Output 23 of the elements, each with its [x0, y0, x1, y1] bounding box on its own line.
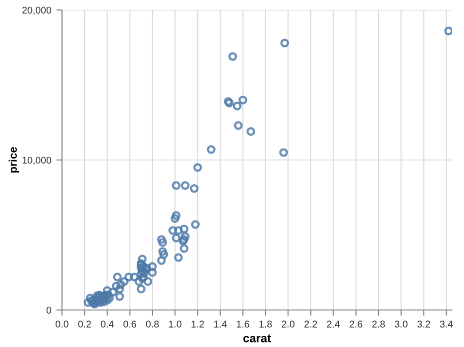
- x-tick-label: 1.2: [192, 320, 204, 328]
- x-tick-label: 2.0: [282, 320, 294, 328]
- x-tick-label: 3.4: [440, 320, 453, 328]
- x-tick-label: 0.6: [123, 320, 136, 328]
- y-axis-title: price: [8, 147, 20, 173]
- y-tick-label: 0: [46, 306, 52, 314]
- x-tick-label: 0.2: [78, 320, 91, 328]
- x-axis-title: carat: [243, 334, 271, 342]
- x-tick-label: 0.4: [100, 320, 114, 328]
- x-tick-label: 1.4: [214, 320, 227, 328]
- x-tick-label: 3.2: [417, 320, 430, 328]
- x-tick-label: 1.8: [259, 320, 272, 328]
- x-tick-label: 0.0: [56, 320, 68, 328]
- x-tick-label: 2.8: [372, 320, 385, 328]
- y-tick-label: 10,000: [22, 156, 52, 165]
- x-tick-label: 2.4: [327, 320, 340, 328]
- x-tick-label: 0.8: [146, 320, 159, 328]
- x-tick-label: 2.2: [304, 320, 317, 328]
- x-tick-label: 1.6: [236, 320, 250, 328]
- x-tick-label: 1.0: [169, 320, 182, 328]
- y-tick-label: 20,000: [22, 6, 52, 15]
- x-tick-label: 2.6: [350, 320, 362, 328]
- x-tick-label: 3.0: [394, 320, 408, 328]
